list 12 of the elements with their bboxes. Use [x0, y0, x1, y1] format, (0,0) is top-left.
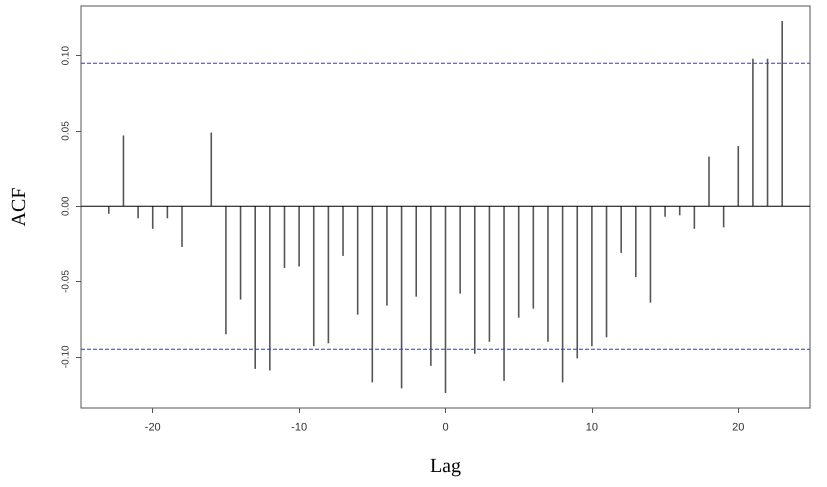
y-tick-label: -0.05 — [60, 270, 72, 293]
y-tick-label: 0.10 — [60, 46, 72, 66]
y-tick-label: 0.05 — [60, 120, 72, 141]
x-tick-label: 0 — [442, 422, 449, 434]
x-tick-label: -20 — [144, 422, 161, 434]
x-axis-title: Lag — [430, 455, 462, 477]
x-tick-label: 20 — [732, 422, 744, 434]
x-tick-label: 10 — [586, 422, 598, 434]
y-axis-title: ACF — [8, 188, 30, 226]
y-tick-label: -0.10 — [60, 344, 72, 368]
x-tick-label: -10 — [291, 422, 308, 434]
y-tick-label: 0.00 — [60, 196, 72, 216]
